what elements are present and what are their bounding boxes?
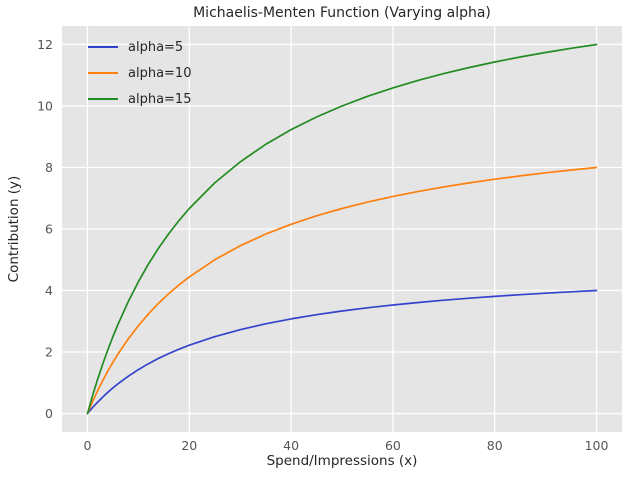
x-tick-label: 20	[181, 438, 197, 453]
legend-item: alpha=5	[88, 34, 191, 60]
legend-label: alpha=5	[128, 39, 184, 55]
legend: alpha=5 alpha=10 alpha=15	[88, 34, 191, 112]
legend-line-sample-alpha15	[88, 98, 118, 100]
x-axis-label: Spend/Impressions (x)	[266, 453, 418, 469]
legend-item: alpha=15	[88, 86, 191, 112]
y-tick-label: 2	[45, 345, 53, 360]
x-tick-label: 80	[487, 438, 503, 453]
y-tick-label: 8	[45, 160, 53, 175]
y-tick-label: 0	[45, 406, 53, 421]
y-tick-label: 4	[45, 283, 53, 298]
legend-label: alpha=15	[128, 91, 192, 107]
x-tick-label: 60	[385, 438, 401, 453]
legend-line-sample-alpha5	[88, 46, 118, 48]
legend-line-sample-alpha10	[88, 72, 118, 74]
y-tick-label: 12	[37, 37, 53, 52]
x-tick-label: 40	[283, 438, 299, 453]
series-line-alpha=5	[86, 289, 598, 415]
series-line-alpha=15	[86, 43, 598, 415]
x-tick-label: 0	[83, 438, 91, 453]
y-tick-label: 10	[37, 98, 53, 113]
y-tick-label: 6	[45, 222, 53, 237]
series-line-alpha=10	[86, 166, 598, 415]
chart-title: Michaelis-Menten Function (Varying alpha…	[193, 5, 491, 21]
x-tick-label: 100	[585, 438, 609, 453]
legend-item: alpha=10	[88, 60, 191, 86]
legend-label: alpha=10	[128, 65, 192, 81]
